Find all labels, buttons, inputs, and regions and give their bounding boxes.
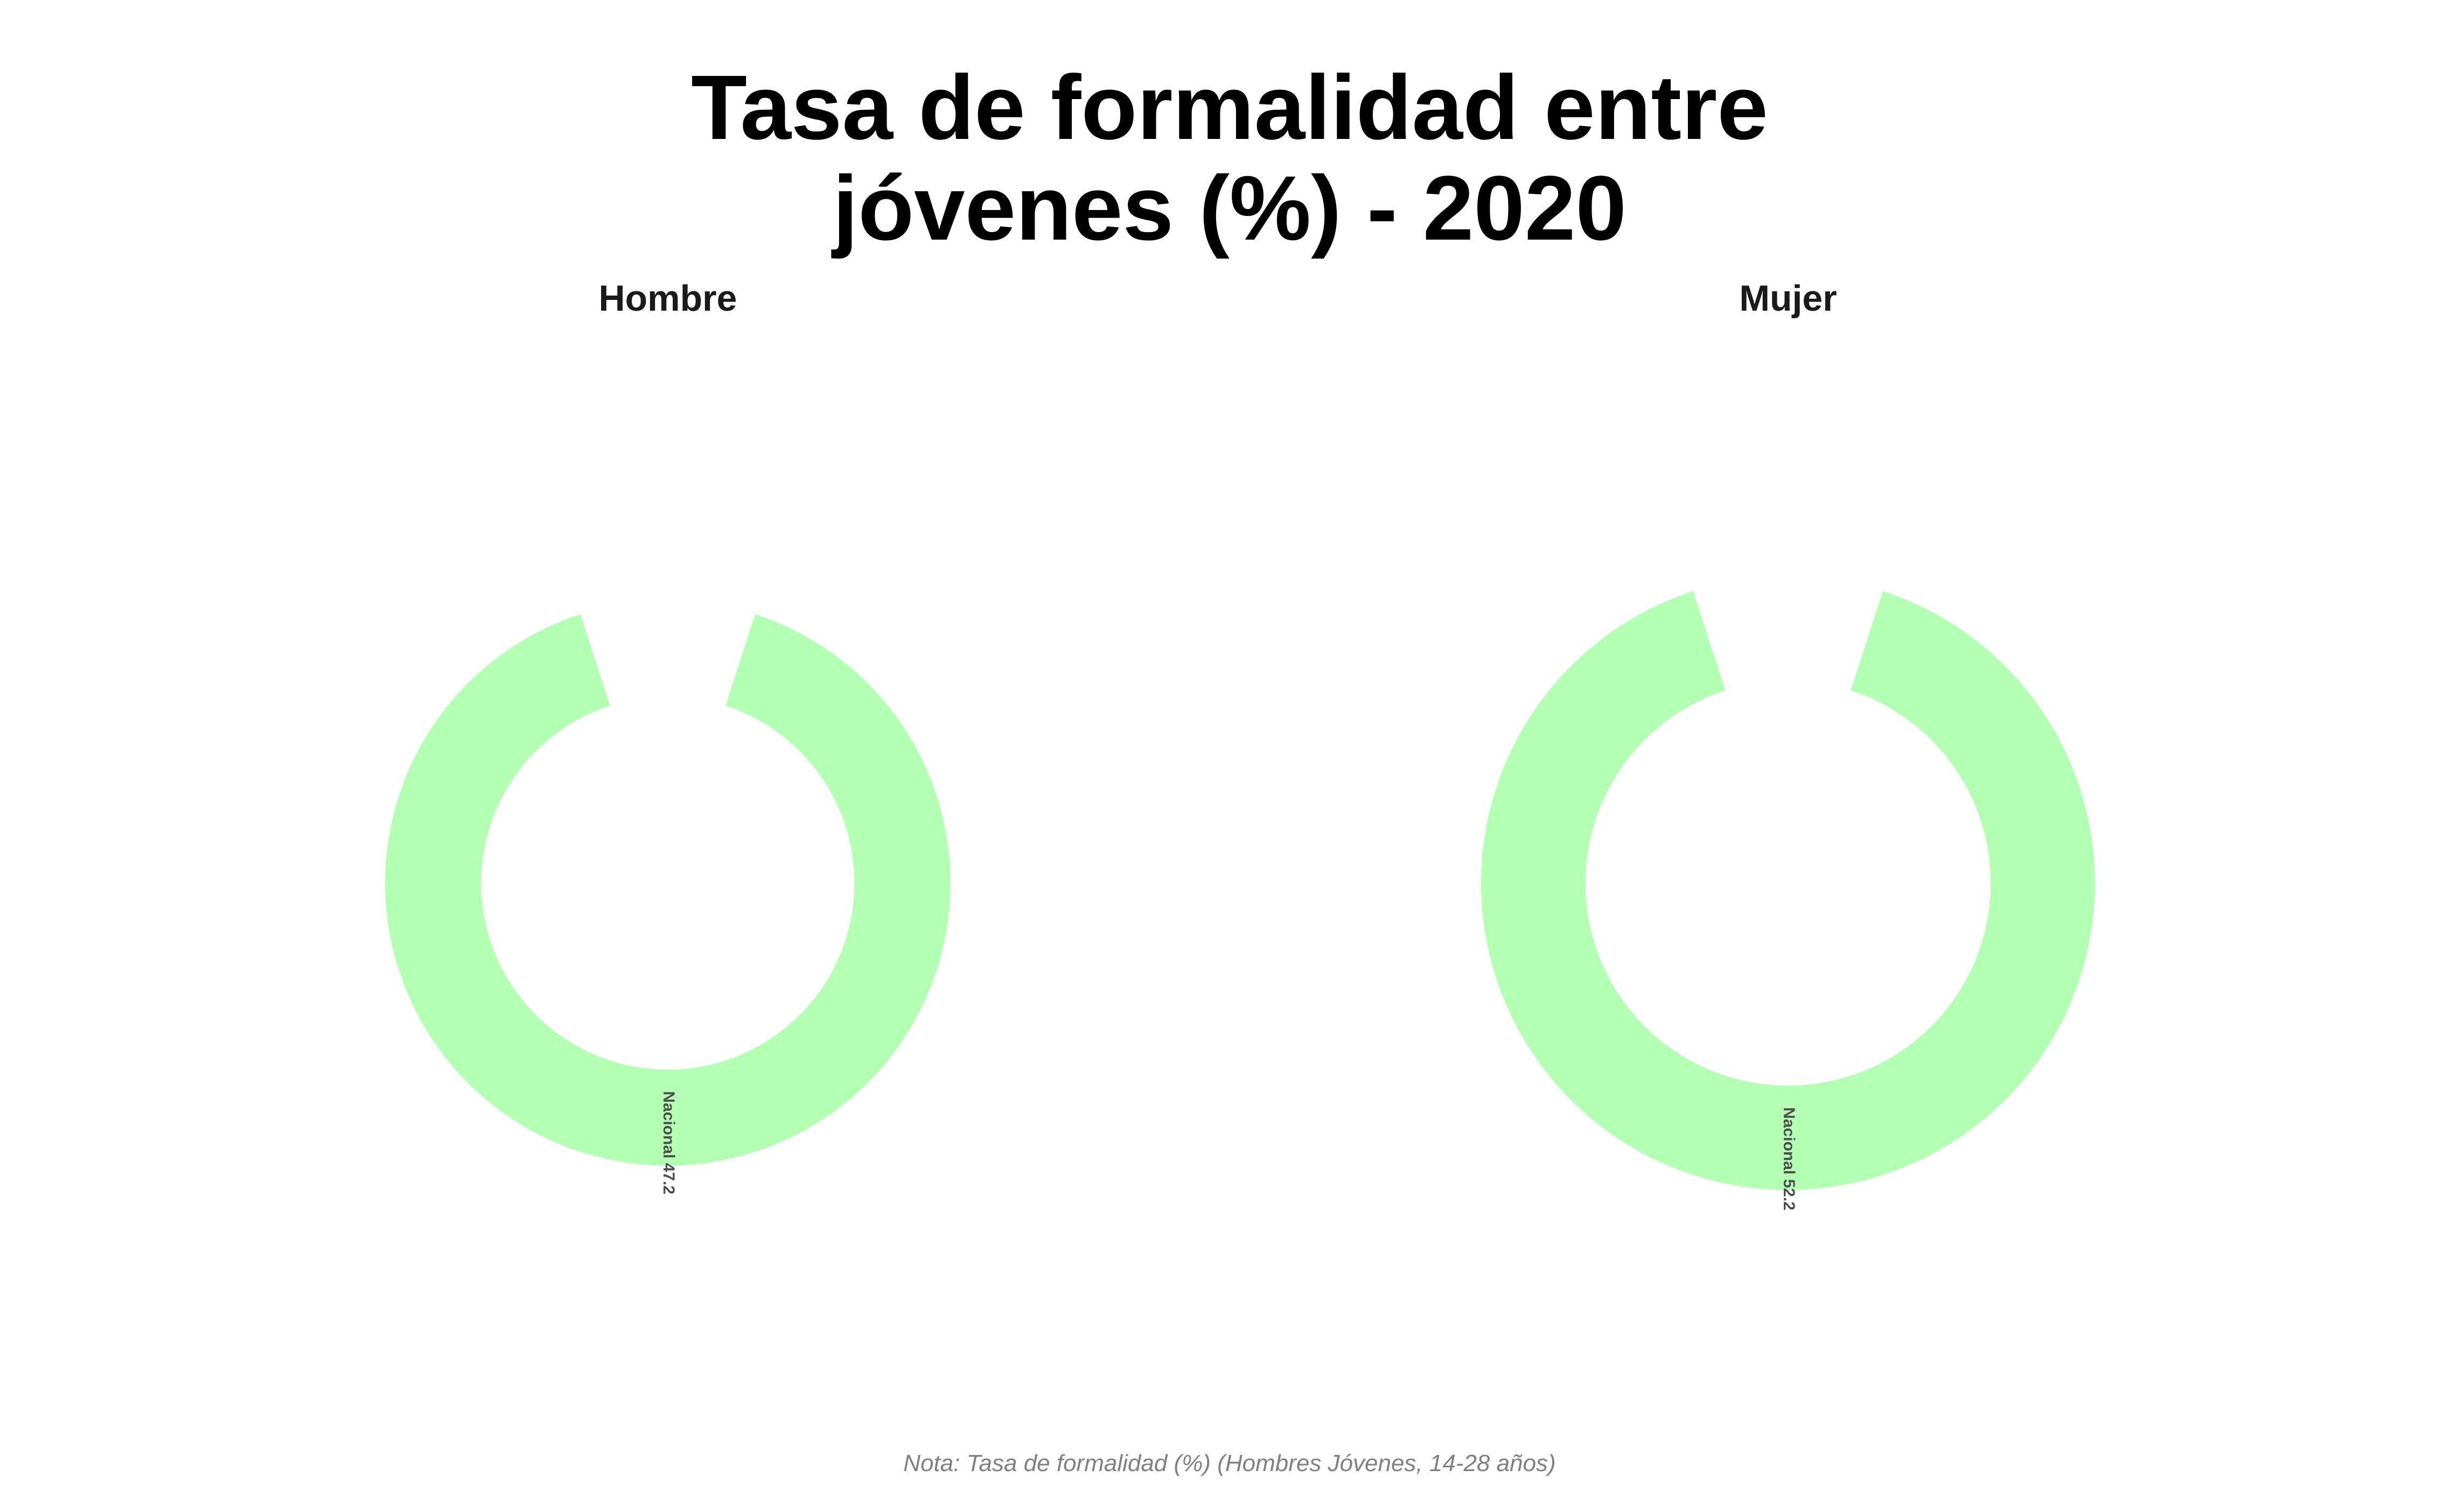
donut-ring-mujer [1481, 591, 2095, 1190]
donut-ring-hombre [385, 614, 951, 1166]
donut-label-hombre: Nacional 47.2 [660, 1091, 678, 1194]
chart-title-line-1: Tasa de formalidad entre [691, 57, 1768, 159]
chart-title-line-2: jóvenes (%) - 2020 [831, 157, 1627, 260]
donut-label-mujer: Nacional 52.2 [1780, 1107, 1798, 1210]
facet-title-hombre: Hombre [599, 278, 737, 319]
chart-caption: Nota: Tasa de formalidad (%) (Hombres Jó… [903, 1450, 1555, 1476]
facet-title-mujer: Mujer [1739, 278, 1837, 319]
donut-layer: Nacional 47.2 Nacional 52.2 [385, 591, 2095, 1210]
